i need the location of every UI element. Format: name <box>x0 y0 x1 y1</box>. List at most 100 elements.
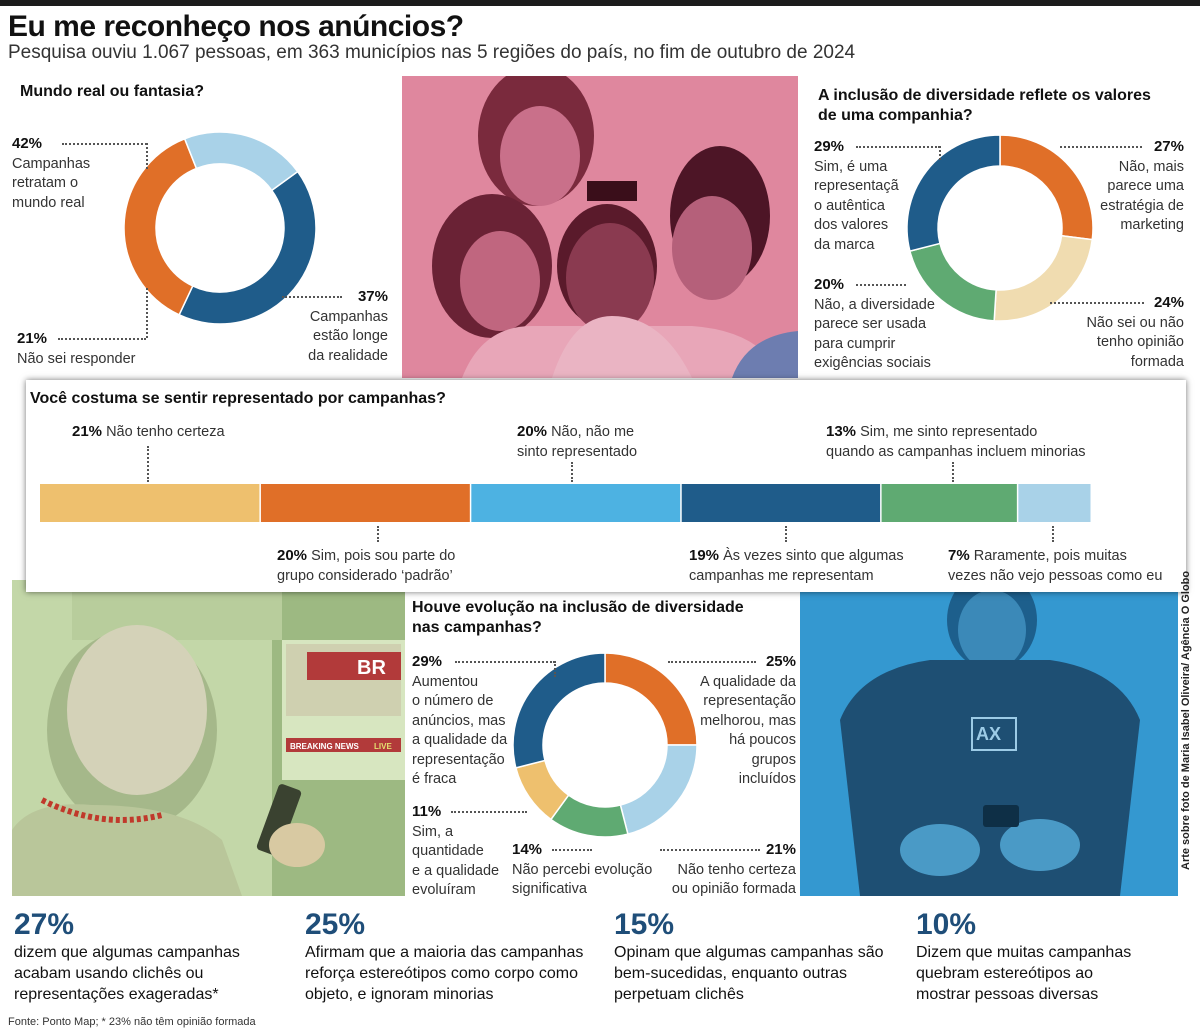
chart1-text-real-1: Campanhas <box>12 155 91 172</box>
leader-line <box>147 446 149 482</box>
chart1-label-longe: 37% Campanhas estão longe da realidade <box>280 287 388 366</box>
chart3-pct-asvezes: 19% <box>689 547 720 564</box>
chart2-label-naosei: 24% Não sei ou não tenho opinião formada <box>1060 293 1184 372</box>
chart3-pct-naocerteza: 21% <box>72 423 103 440</box>
chart4-label-evoluiram: 11% Sim, a quantidade e a qualidade evol… <box>412 802 499 901</box>
chart2-title-1: A inclusão de diversidade reflete os val… <box>818 87 1151 104</box>
leader-line <box>952 462 954 482</box>
stat-block: 10% Dizem que muitas campanhas quebram e… <box>916 908 1176 1005</box>
chart1-slice-2 <box>183 131 299 192</box>
stat-line: Opinam que algumas campanhas são <box>614 944 884 961</box>
chart4-text-qualidade-3: melhorou, mas <box>700 712 796 729</box>
source-note: Fonte: Ponto Map; * 23% não têm opinião … <box>8 1016 256 1028</box>
chart2-text-sim-3: o autêntica <box>814 197 885 214</box>
stat-line: quebram estereótipos ao <box>916 965 1093 982</box>
chart2-label-sim: 29% Sim, é uma representaçã o autêntica … <box>814 137 899 255</box>
stat-pct: 27% <box>14 908 75 941</box>
photo-credit: Arte sobre foto de Maria Isabel Oliveira… <box>1180 570 1192 870</box>
chart3-label-raramente: 7% Raramente, pois muitas vezes não vejo… <box>948 546 1162 586</box>
chart1-pct-longe: 37% <box>357 288 388 305</box>
chart4-slice-4 <box>512 652 606 769</box>
leader-line <box>668 661 756 663</box>
stat-pct: 25% <box>305 908 366 941</box>
chart4-text-aumentou-3: anúncios, mas <box>412 712 506 729</box>
leader-line <box>660 849 760 851</box>
chart2-text-sim-1: Sim, é uma <box>814 158 888 175</box>
chart4-text-aumentou-6: é fraca <box>412 771 457 787</box>
chart2-text-marketing-1: Não, mais <box>1118 158 1184 175</box>
chart3-text-asvezes-1: Às vezes sinto que algumas <box>723 548 904 564</box>
chart4-text-aumentou-1: Aumentou <box>412 673 479 690</box>
chart3-text-padrao-1: Sim, pois sou parte do <box>311 548 456 564</box>
chart2-text-sim-5: da marca <box>814 236 875 253</box>
chart3-text-asvezes-2: campanhas me representam <box>689 567 874 584</box>
chart2-text-marketing-2: parece uma <box>1107 178 1184 194</box>
chart4-text-naotenho-1: Não tenho certeza <box>677 861 797 878</box>
chart2-pct-marketing: 27% <box>1153 138 1184 155</box>
chart3-pct-minorias: 13% <box>826 423 857 440</box>
stat-line: dizem que algumas campanhas <box>14 944 240 961</box>
chart2-text-naosei-3: formada <box>1130 353 1184 370</box>
leader-line <box>939 146 941 160</box>
chart4-label-qualidade: 25% A qualidade da representação melhoro… <box>680 652 796 790</box>
chart4-text-evoluiram-3: e a qualidade <box>412 862 500 879</box>
stat-line: mostrar pessoas diversas <box>916 986 1099 1003</box>
tv-live-text: LIVE <box>374 742 392 751</box>
chart1-donut <box>123 131 317 325</box>
stat-block: 15% Opinam que algumas campanhas são bem… <box>614 908 904 1005</box>
chart4-text-qualidade-6: incluídos <box>738 771 796 787</box>
chart2-text-exigencias-4: exigências sociais <box>814 355 931 371</box>
chart1-pct-real: 42% <box>12 135 43 152</box>
chart4-text-evoluiram-4: evoluíram <box>412 882 476 898</box>
chart3-label-naocerteza: 21% Não tenho certeza <box>72 422 225 443</box>
chart3-stacked-bar <box>40 484 1091 522</box>
stat-line: objeto, e ignoram minorias <box>305 986 494 1003</box>
leader-line <box>146 288 148 338</box>
stat-text: Opinam que algumas campanhas são bem-suc… <box>614 942 904 1005</box>
chart4-text-naotenho-2: ou opinião formada <box>671 881 796 897</box>
leader-line <box>785 526 787 542</box>
chart3-pct-naome: 20% <box>517 423 548 440</box>
chart4-text-aumentou-2: o número de <box>412 693 494 709</box>
chart1-text-longe-2: estão longe <box>313 328 388 344</box>
chart4-text-evoluiram-1: Sim, a <box>412 823 454 840</box>
chart3-pct-raramente: 7% <box>948 547 970 564</box>
chart4-label-naotenho: 21% Não tenho certeza ou opinião formada <box>660 840 796 900</box>
chart1-pct-naosei: 21% <box>17 330 48 347</box>
chart3-pct-padrao: 20% <box>277 547 308 564</box>
chart3-label-padrao: 20% Sim, pois sou parte do grupo conside… <box>277 546 455 586</box>
chart4-pct-aumentou: 29% <box>412 653 443 670</box>
chart3-text-raramente-2: vezes não vejo pessoas como eu <box>948 567 1163 584</box>
chart3-text-minorias-2: quando as campanhas incluem minorias <box>826 443 1086 460</box>
chart2-text-sim-4: dos valores <box>814 217 889 233</box>
chart2-text-sim-2: representaçã <box>814 178 899 194</box>
chart1-slice-1 <box>123 137 198 316</box>
stat-block: 27% dizem que algumas campanhas acabam u… <box>14 908 294 1005</box>
chart3-bar-segment-3 <box>681 484 881 522</box>
leader-line <box>552 849 592 851</box>
page-title: Eu me reconheço nos anúncios? <box>8 10 464 43</box>
stat-line: Dizem que muitas campanhas <box>916 944 1132 961</box>
chart4-text-qualidade-5: grupos <box>751 751 796 768</box>
chart4-text-aumentou-4: a qualidade da <box>412 732 508 748</box>
chart4-pct-naopercebi: 14% <box>512 841 543 858</box>
chart4-text-naopercebi-1: Não percebi evolução <box>512 861 653 878</box>
leader-line <box>571 462 573 482</box>
chart2-text-marketing-3: estratégia de <box>1100 197 1184 214</box>
chart2-label-exigencias: 20% Não, a diversidade parece ser usada … <box>814 275 935 374</box>
leader-line <box>58 338 146 340</box>
chart2-text-marketing-4: marketing <box>1120 217 1184 233</box>
chart4-title-2: nas campanhas? <box>412 619 542 636</box>
photo-man-phone: AX <box>800 590 1178 896</box>
stat-line: Afirmam que a maioria das campanhas <box>305 944 584 961</box>
chart1-text-naosei: Não sei responder <box>17 350 136 367</box>
chart4-text-qualidade-4: há poucos <box>729 732 796 748</box>
stat-line: acabam usando clichês ou <box>14 965 204 982</box>
leader-line <box>1050 302 1144 304</box>
chart2-pct-exigencias: 20% <box>814 276 845 293</box>
chart3-label-minorias: 13% Sim, me sinto representado quando as… <box>826 422 1086 462</box>
photo-group-people <box>402 76 798 378</box>
leader-line <box>856 146 940 148</box>
chart3-text-padrao-2: grupo considerado ‘padrão’ <box>277 567 453 584</box>
chart4-label-naopercebi: 14% Não percebi evolução significativa <box>512 840 652 900</box>
